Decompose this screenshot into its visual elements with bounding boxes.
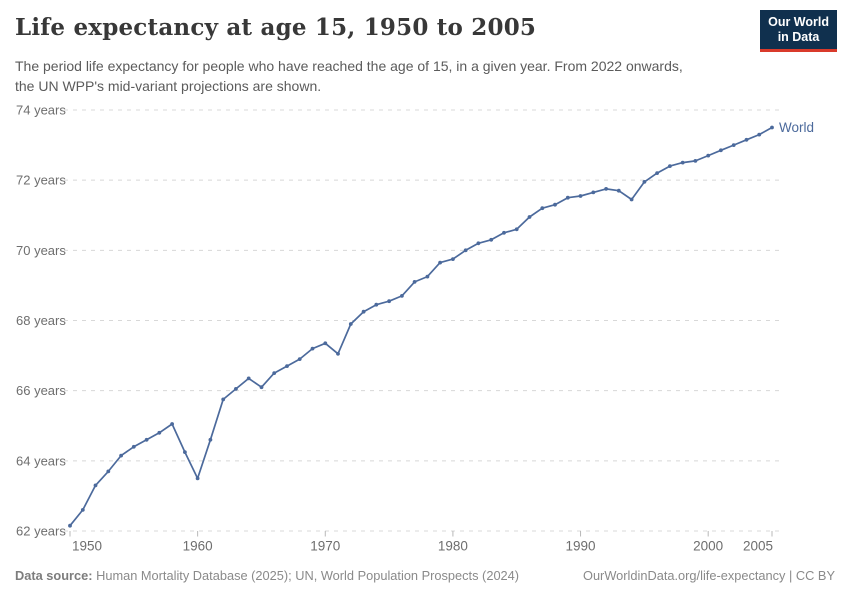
series-line-world[interactable] <box>69 126 773 527</box>
data-point[interactable] <box>80 508 85 512</box>
y-axis-label: 68 years <box>16 313 66 328</box>
data-point[interactable] <box>693 159 698 163</box>
data-point[interactable] <box>374 302 379 307</box>
x-axis-label: 1960 <box>183 539 213 554</box>
y-axis-label: 64 years <box>16 453 66 468</box>
x-axis-label: 1950 <box>72 539 102 554</box>
x-axis-label: 1980 <box>438 539 468 554</box>
data-point[interactable] <box>144 437 149 442</box>
data-point[interactable] <box>642 180 647 184</box>
data-point[interactable] <box>744 137 749 142</box>
data-point[interactable] <box>221 397 226 402</box>
logo-line-1: Our World <box>768 15 829 29</box>
data-point[interactable] <box>93 483 98 488</box>
data-point[interactable] <box>706 153 711 158</box>
data-point[interactable] <box>348 322 353 326</box>
y-axis-label: 72 years <box>16 173 66 188</box>
data-point[interactable] <box>514 227 519 232</box>
data-point[interactable] <box>757 132 762 137</box>
data-point[interactable] <box>234 387 238 391</box>
data-point[interactable] <box>553 202 557 207</box>
data-point[interactable] <box>170 422 175 426</box>
logo-line-2: in Data <box>777 30 820 44</box>
data-point[interactable] <box>502 230 506 235</box>
page-title: Life expectancy at age 15, 1950 to 2005 <box>15 14 537 41</box>
data-point[interactable] <box>131 444 136 449</box>
data-source-label: Data source: <box>15 568 93 583</box>
data-point[interactable] <box>361 309 366 314</box>
data-point[interactable] <box>668 164 672 169</box>
data-point[interactable] <box>770 125 774 130</box>
series-label-world[interactable]: World <box>779 120 814 135</box>
data-point[interactable] <box>195 476 200 481</box>
data-point[interactable] <box>387 299 391 304</box>
data-point[interactable] <box>412 280 417 284</box>
data-point[interactable] <box>272 371 277 375</box>
data-point[interactable] <box>578 194 583 198</box>
data-point[interactable] <box>540 206 545 211</box>
data-point[interactable] <box>285 364 289 368</box>
data-point[interactable] <box>68 523 72 528</box>
data-source-text: Human Mortality Database (2025); UN, Wor… <box>92 568 520 583</box>
data-point[interactable] <box>310 346 315 351</box>
data-point[interactable] <box>629 197 634 202</box>
data-point[interactable] <box>336 351 340 356</box>
chart-footer: Data source: Human Mortality Database (2… <box>15 568 835 583</box>
data-point[interactable] <box>489 237 494 242</box>
x-axis-label: 2000 <box>693 539 723 554</box>
x-axis-label: 2005 <box>743 539 773 554</box>
data-point[interactable] <box>604 187 608 191</box>
data-point[interactable] <box>183 450 187 454</box>
data-point[interactable] <box>106 469 111 474</box>
data-point[interactable] <box>400 294 404 298</box>
data-point[interactable] <box>463 248 468 253</box>
data-point[interactable] <box>259 385 264 390</box>
data-point[interactable] <box>476 241 481 246</box>
data-point[interactable] <box>246 376 251 381</box>
data-point[interactable] <box>119 453 123 458</box>
x-axis-label: 1990 <box>566 539 596 554</box>
data-point[interactable] <box>323 341 328 346</box>
data-point[interactable] <box>680 160 685 165</box>
data-source-note: Data source: Human Mortality Database (2… <box>15 568 519 583</box>
data-point[interactable] <box>527 215 532 219</box>
subtitle-line-1: The period life expectancy for people wh… <box>15 58 683 74</box>
data-point[interactable] <box>297 357 302 361</box>
data-point[interactable] <box>208 437 213 442</box>
data-point[interactable] <box>451 257 455 261</box>
data-point[interactable] <box>438 260 442 265</box>
y-axis-label: 70 years <box>16 243 66 258</box>
data-point[interactable] <box>731 143 736 148</box>
data-point[interactable] <box>655 171 659 176</box>
data-point[interactable] <box>157 430 162 435</box>
data-point[interactable] <box>591 190 596 195</box>
data-point[interactable] <box>565 195 570 200</box>
x-axis-label: 1970 <box>310 539 340 554</box>
data-point[interactable] <box>719 148 723 153</box>
chart-subtitle: The period life expectancy for people wh… <box>15 56 683 97</box>
data-point[interactable] <box>425 274 430 279</box>
y-axis-label: 74 years <box>16 103 66 118</box>
subtitle-line-2: the UN WPP's mid-variant projections are… <box>15 78 322 95</box>
y-axis-label: 66 years <box>16 383 66 398</box>
owid-logo[interactable]: Our World in Data <box>760 10 837 52</box>
y-axis-label: 62 years <box>16 524 66 539</box>
data-point[interactable] <box>616 188 621 193</box>
footer-rights-link[interactable]: OurWorldinData.org/life-expectancy | CC … <box>582 568 835 583</box>
